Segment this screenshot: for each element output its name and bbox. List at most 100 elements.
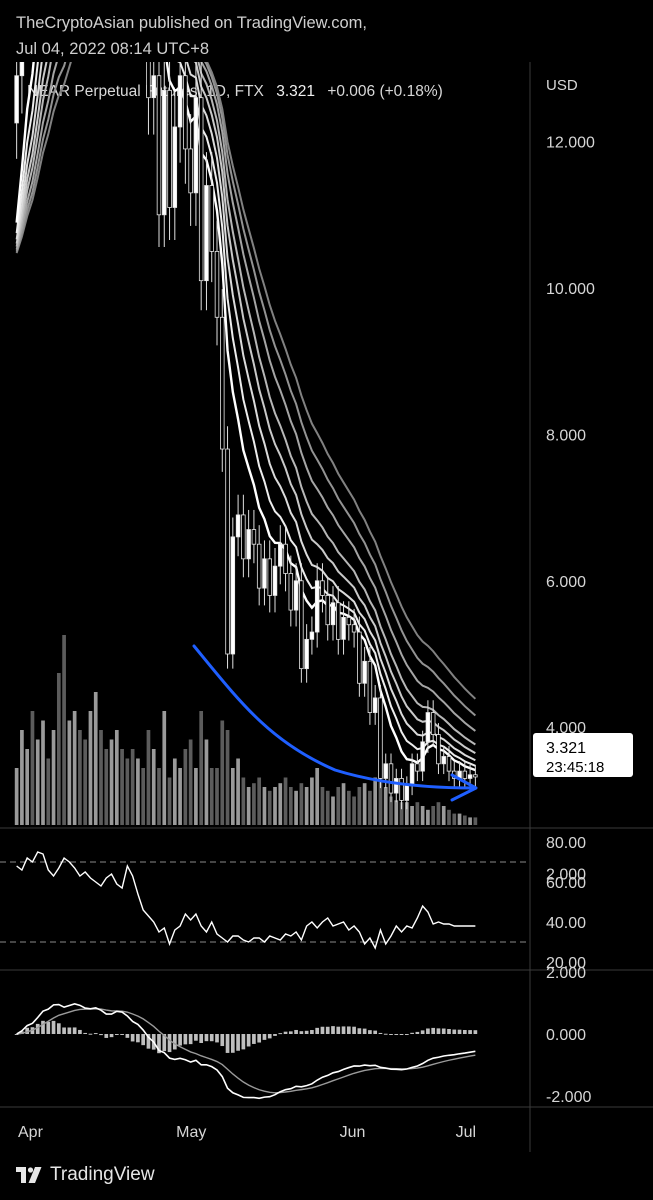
candle-down xyxy=(446,756,452,772)
candle-down xyxy=(378,697,383,779)
rsi-tick-label: 40.00 xyxy=(546,915,586,932)
volume-bar xyxy=(331,796,335,825)
volume-bar xyxy=(267,790,272,825)
volume-bar xyxy=(431,806,436,825)
candle-down xyxy=(283,543,288,574)
macd-hist-bar xyxy=(457,1029,462,1034)
macd-hist-bar xyxy=(41,1020,45,1034)
candle-up xyxy=(372,697,378,713)
macd-hist-bar xyxy=(215,1034,219,1043)
price-panel[interactable]: NEAR Perpetual Futures, 1D, FTX 3.321 +0… xyxy=(14,62,633,884)
macd-hist-bar xyxy=(473,1030,478,1034)
macd-hist-bar xyxy=(209,1034,214,1042)
volume-bars xyxy=(14,635,478,825)
volume-bar xyxy=(441,806,446,825)
chart-title-legend: NEAR Perpetual Futures, 1D, FTX 3.321 +0… xyxy=(27,83,443,100)
macd-hist-bar xyxy=(114,1034,119,1035)
macd-histogram xyxy=(14,1020,478,1054)
last-price-legend: 3.321 xyxy=(276,83,315,100)
price-tick-label: 10.000 xyxy=(546,281,595,298)
macd-hist-bar xyxy=(120,1034,124,1035)
candle-down xyxy=(388,763,394,794)
volume-bar xyxy=(162,711,167,825)
volume-bar xyxy=(341,783,346,825)
macd-hist-bar xyxy=(236,1034,240,1051)
candle-down xyxy=(188,148,193,194)
ema-ribbon-line xyxy=(15,62,476,772)
macd-hist-bar xyxy=(67,1027,72,1034)
macd-hist-bar xyxy=(130,1034,135,1042)
candle-up xyxy=(467,774,473,779)
macd-hist-bar xyxy=(341,1026,346,1034)
volume-bar xyxy=(151,749,156,825)
volume-bar xyxy=(67,720,72,825)
rsi-tick-label: 60.00 xyxy=(546,875,586,892)
volume-bar xyxy=(30,711,35,825)
macd-hist-bar xyxy=(273,1034,277,1036)
macd-hist-bar xyxy=(146,1034,151,1049)
macd-line xyxy=(16,1003,476,1100)
volume-bar xyxy=(283,777,288,825)
volume-bar xyxy=(46,758,51,825)
macd-hist-bar xyxy=(257,1034,262,1043)
volume-bar xyxy=(399,802,404,825)
footer: TradingView xyxy=(16,1160,155,1190)
macd-hist-bar xyxy=(162,1034,167,1052)
time-tick-label: Jul xyxy=(456,1124,476,1141)
volume-bar xyxy=(114,730,119,825)
publisher-line: TheCryptoAsian published on TradingView.… xyxy=(16,14,367,32)
macd-hist-bar xyxy=(310,1030,314,1034)
volume-bar xyxy=(167,777,172,825)
candle-up xyxy=(425,712,431,743)
macd-hist-bar xyxy=(304,1030,309,1034)
publish-date: Jul 04, 2022 08:14 UTC+8 xyxy=(16,40,210,58)
rsi-line-path xyxy=(16,851,476,950)
volume-bar xyxy=(410,806,414,825)
macd-hist-bar xyxy=(283,1031,288,1034)
panel-separators xyxy=(0,62,653,1152)
macd-hist-bar xyxy=(262,1034,267,1040)
rsi-panel[interactable]: 80.00 60.00 40.00 20.00 xyxy=(0,835,586,972)
candle-up xyxy=(309,631,315,640)
countdown-timer: 23:45:18 xyxy=(546,759,604,776)
price-tick-label: 12.000 xyxy=(546,135,595,152)
price-badge[interactable]: 3.321 23:45:18 xyxy=(533,733,633,777)
volume-bar xyxy=(230,768,235,825)
macd-hist-bar xyxy=(294,1029,298,1034)
macd-hist-bar xyxy=(299,1031,304,1034)
volume-bar xyxy=(457,813,462,825)
rsi-bands xyxy=(0,861,530,943)
candle-up xyxy=(441,756,446,765)
macd-hist-bar xyxy=(93,1033,98,1035)
macd-hist-bar xyxy=(352,1026,356,1034)
macd-hist-bar xyxy=(331,1026,335,1034)
candle-down xyxy=(183,75,188,150)
macd-hist-bar xyxy=(315,1027,320,1034)
volume-bar xyxy=(246,787,251,825)
volume-bar xyxy=(362,783,367,825)
candle-down xyxy=(399,778,404,801)
tradingview-logo-icon xyxy=(16,1167,42,1183)
volume-bar xyxy=(62,635,66,825)
volume-bar xyxy=(394,800,399,825)
macd-panel[interactable]: 2.000 0.000 -2.000 xyxy=(14,965,592,1106)
currency-label: USD xyxy=(546,77,578,94)
chart[interactable]: NEAR Perpetual Futures, 1D, FTX 3.321 +0… xyxy=(0,62,653,1152)
macd-hist-bar xyxy=(72,1027,77,1034)
volume-bar xyxy=(141,768,146,825)
candle-down xyxy=(167,89,172,208)
macd-hist-bar xyxy=(46,1021,51,1034)
macd-hist-bar xyxy=(447,1029,451,1034)
volume-bar xyxy=(262,787,267,825)
macd-hist-bar xyxy=(415,1031,420,1034)
candle-up xyxy=(204,185,209,282)
macd-hist-bar xyxy=(267,1034,272,1039)
macd-axis: 2.000 0.000 -2.000 xyxy=(546,965,591,1106)
price-tick-label: 4.000 xyxy=(546,720,586,737)
candle-down xyxy=(320,580,325,596)
macd-hist-bar xyxy=(252,1034,256,1044)
macd-tick-label: 2.000 xyxy=(546,965,586,982)
volume-bar xyxy=(473,817,478,825)
macd-hist-bar xyxy=(88,1033,93,1035)
ema-ribbon-line xyxy=(15,62,476,746)
